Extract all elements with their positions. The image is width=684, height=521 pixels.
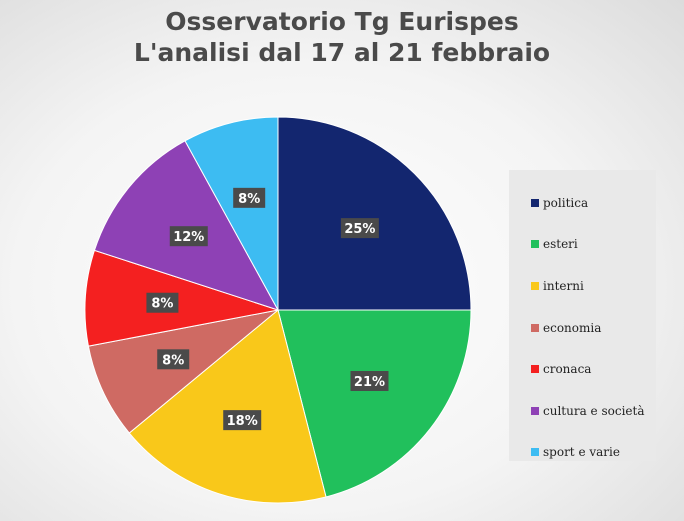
legend-item-0: politica bbox=[531, 182, 656, 224]
legend-item-2: interni bbox=[531, 265, 656, 307]
pie-slice-1 bbox=[277, 309, 472, 498]
legend-label-3: economia bbox=[543, 320, 602, 335]
data-label-3: 8% bbox=[157, 349, 190, 370]
legend-swatch-2 bbox=[531, 281, 539, 290]
legend-swatch-0 bbox=[531, 198, 539, 207]
legend-label-4: cronaca bbox=[543, 362, 592, 377]
legend: politica esteri interni economia cronaca cult… bbox=[509, 170, 656, 461]
data-label-5: 12% bbox=[169, 226, 208, 247]
legend-swatch-4 bbox=[531, 365, 539, 374]
data-label-text-4: 8% bbox=[151, 297, 173, 312]
pie-slice-6 bbox=[184, 116, 279, 311]
chart-title-line-1: Osservatorio Tg Eurispes bbox=[165, 7, 519, 36]
legend-label-6: sport e varie bbox=[543, 445, 620, 460]
legend-label-0: politica bbox=[543, 195, 589, 210]
data-label-box-4 bbox=[146, 292, 179, 313]
legend-item-5: cultura e società bbox=[531, 390, 656, 432]
data-label-text-6: 8% bbox=[238, 192, 260, 207]
data-label-box-1 bbox=[350, 370, 389, 391]
legend-label-5: cultura e società bbox=[543, 403, 645, 418]
data-label-6: 8% bbox=[233, 187, 266, 208]
data-label-text-3: 8% bbox=[162, 353, 184, 368]
legend-swatch-3 bbox=[531, 323, 539, 332]
data-label-box-5 bbox=[169, 226, 208, 247]
pie-slice-2 bbox=[128, 309, 327, 504]
data-label-4: 8% bbox=[146, 292, 179, 313]
legend-item-6: sport e varie bbox=[531, 432, 656, 474]
data-label-box-6 bbox=[233, 187, 266, 208]
legend-swatch-1 bbox=[531, 240, 539, 249]
legend-item-3: economia bbox=[531, 307, 656, 349]
data-label-2: 18% bbox=[223, 410, 262, 431]
pie-slice-5 bbox=[93, 140, 280, 311]
data-label-1: 21% bbox=[350, 370, 389, 391]
pie-slice-3 bbox=[87, 309, 279, 434]
data-label-box-0 bbox=[340, 218, 379, 239]
data-label-text-1: 21% bbox=[354, 375, 385, 390]
legend-swatch-6 bbox=[531, 448, 539, 457]
data-label-0: 25% bbox=[340, 218, 379, 239]
chart-title-line-2: L'analisi dal 17 al 21 febbraio bbox=[133, 38, 551, 67]
data-label-box-3 bbox=[157, 349, 190, 370]
legend-label-2: interni bbox=[543, 278, 584, 293]
data-label-text-5: 12% bbox=[173, 230, 204, 245]
legend-item-1: esteri bbox=[531, 224, 656, 266]
data-label-text-2: 18% bbox=[227, 414, 258, 429]
data-label-text-0: 25% bbox=[344, 222, 375, 237]
data-label-box-2 bbox=[223, 410, 262, 431]
pie-slice-0 bbox=[277, 116, 472, 311]
legend-swatch-5 bbox=[531, 406, 539, 415]
legend-label-1: esteri bbox=[543, 237, 578, 252]
legend-item-4: cronaca bbox=[531, 348, 656, 390]
pie-slice-4 bbox=[84, 249, 279, 347]
chart-title: Osservatorio Tg Eurispes L'analisi dal 1… bbox=[0, 6, 684, 68]
